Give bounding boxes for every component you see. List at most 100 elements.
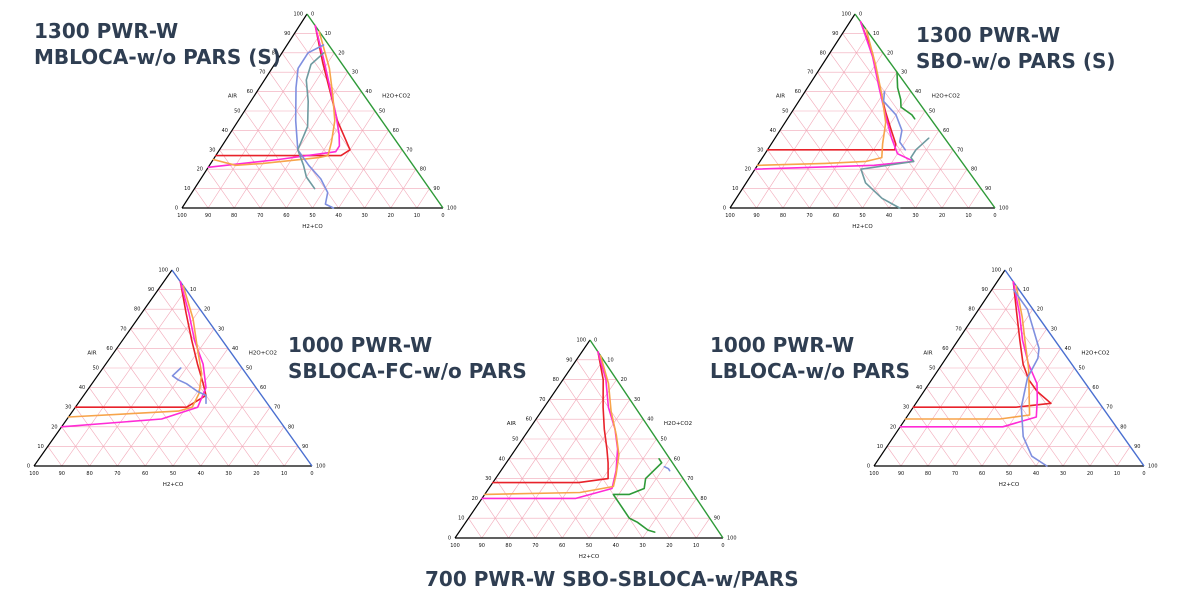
- edge-h2o-co2: [171, 269, 313, 467]
- series-orange-line: [904, 284, 1031, 420]
- grid-line: [588, 438, 657, 539]
- tick-label-left: 10: [458, 516, 464, 522]
- grid-line: [283, 446, 299, 467]
- tick-label-base: 70: [952, 471, 958, 477]
- tick-label-base: 90: [59, 471, 65, 477]
- tick-label-right: 50: [1079, 366, 1085, 372]
- series-orange-line: [67, 284, 203, 418]
- tick-label-right: 30: [352, 70, 358, 76]
- grid-line: [941, 169, 968, 209]
- axis-label-h2-co: H2+CO: [163, 482, 184, 488]
- axis-label-air: AIR: [228, 93, 237, 99]
- tick-label-base: 60: [283, 213, 289, 219]
- tick-label-base: 30: [639, 543, 645, 549]
- tick-label-right: 80: [971, 167, 977, 173]
- edge-h2o-co2: [306, 13, 444, 209]
- tick-label-right: 100: [999, 206, 1009, 212]
- tick-label-right: 60: [674, 456, 680, 462]
- tick-label-right: 40: [647, 417, 653, 423]
- tick-label-left: 90: [148, 287, 154, 293]
- tick-label-base: 50: [170, 471, 176, 477]
- tick-label-left: 30: [757, 147, 763, 153]
- grid-line: [965, 328, 1064, 467]
- grid-line: [269, 72, 365, 209]
- tick-label-left: 40: [770, 128, 776, 134]
- tick-label-base: 70: [806, 213, 812, 219]
- tick-label-right: 20: [1037, 307, 1043, 313]
- series-green-line: [612, 458, 663, 533]
- grid-line: [481, 498, 509, 539]
- tick-label-base: 90: [479, 543, 485, 549]
- grid: [47, 289, 299, 467]
- grid: [886, 289, 1131, 467]
- series-magenta-line: [481, 351, 619, 500]
- tick-label-right: 90: [433, 186, 439, 192]
- tick-label-right: 0: [311, 12, 314, 18]
- tick-label-left: 40: [916, 385, 922, 391]
- series-red-line: [214, 24, 351, 157]
- tick-label-base: 30: [1060, 471, 1066, 477]
- tick-label-base: 0: [1142, 471, 1145, 477]
- grid-line: [228, 407, 271, 467]
- tick-label-left: 20: [472, 496, 478, 502]
- series-blue-line: [171, 367, 207, 405]
- tick-label-right: 80: [700, 496, 706, 502]
- grid-line: [231, 130, 287, 209]
- edge-air: [873, 269, 1006, 467]
- grid-line: [219, 149, 261, 209]
- series-orange-line: [483, 354, 620, 496]
- tick-label-base: 20: [388, 213, 394, 219]
- tick-label-right: 30: [901, 70, 907, 76]
- grid-line: [194, 188, 209, 209]
- tick-label-left: 80: [820, 50, 826, 56]
- tick-label-base: 60: [559, 543, 565, 549]
- tick-label-base: 20: [253, 471, 259, 477]
- tick-label-base: 20: [939, 213, 945, 219]
- tick-label-right: 10: [190, 287, 196, 293]
- axis-label-h2o-co2: H2O+CO2: [382, 93, 410, 99]
- tick-label-left: 80: [134, 307, 140, 313]
- grid-line: [522, 438, 590, 539]
- grid-line: [364, 149, 403, 209]
- grid-line: [915, 149, 954, 209]
- series-orange-line: [212, 30, 336, 167]
- grid-line: [1035, 387, 1089, 467]
- tick-label-right: 20: [887, 50, 893, 56]
- tick-label-base: 30: [362, 213, 368, 219]
- tick-label-base: 80: [86, 471, 92, 477]
- tick-label-base: 20: [666, 543, 672, 549]
- tick-label-left: 20: [51, 424, 57, 430]
- tick-label-left: 10: [184, 186, 190, 192]
- tick-label-right: 80: [420, 167, 426, 173]
- tick-label-right: 30: [218, 326, 224, 332]
- tick-label-left: 70: [539, 397, 545, 403]
- series-magenta-line: [60, 280, 207, 428]
- tick-label-base: 90: [753, 213, 759, 219]
- grid-line: [468, 518, 483, 539]
- tick-label-left: 60: [942, 346, 948, 352]
- grid-line: [756, 33, 870, 209]
- caption-line: LBLOCA-w/o PARS: [710, 359, 911, 383]
- tick-label-base: 0: [310, 471, 313, 477]
- grid-line: [338, 130, 389, 209]
- tick-label-base: 100: [450, 543, 460, 549]
- edge-h2o-co2: [1004, 269, 1145, 467]
- tick-label-left: 40: [222, 128, 228, 134]
- grid-line: [767, 149, 810, 209]
- caption-1300-mbloca: 1300 PWR-W MBLOCA-w/o PARS (S): [34, 18, 281, 70]
- tick-label-left: 50: [93, 366, 99, 372]
- tick-label-left: 50: [234, 109, 240, 115]
- axis-labels: AIR H2O+CO2 H2+CO: [228, 93, 410, 230]
- tick-label-right: 30: [1051, 326, 1057, 332]
- data-series: [481, 351, 671, 533]
- tick-label-left: 50: [782, 109, 788, 115]
- tick-label-left: 10: [732, 186, 738, 192]
- tick-label-right: 60: [260, 385, 266, 391]
- tick-label-base: 0: [993, 213, 996, 219]
- series-red-line: [491, 351, 609, 484]
- tick-label-right: 60: [1092, 385, 1098, 391]
- series-gray-line: [860, 137, 930, 209]
- tick-label-left: 50: [512, 437, 518, 443]
